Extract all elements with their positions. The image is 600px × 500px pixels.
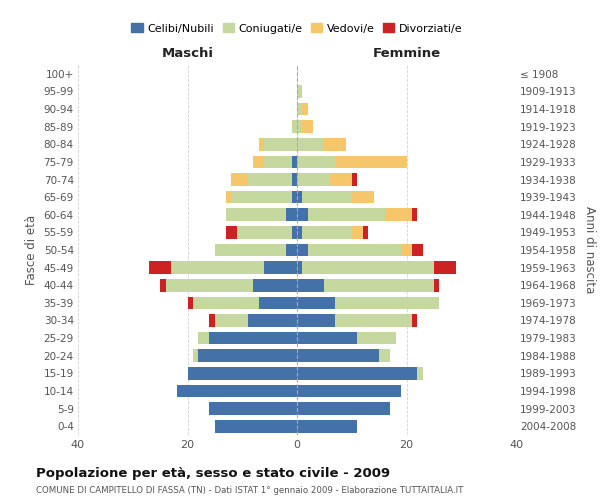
Bar <box>401 244 412 256</box>
Bar <box>352 173 357 186</box>
Bar <box>187 367 297 380</box>
Bar <box>308 244 401 256</box>
Bar <box>297 208 308 221</box>
Bar <box>231 191 292 203</box>
Bar <box>226 191 232 203</box>
Bar <box>418 367 423 380</box>
Bar <box>330 173 352 186</box>
Bar <box>209 314 215 327</box>
Bar <box>226 226 237 238</box>
Y-axis label: Fasce di età: Fasce di età <box>25 215 38 285</box>
Bar <box>199 350 297 362</box>
Legend: Celibi/Nubili, Coniugati/e, Vedovi/e, Divorziati/e: Celibi/Nubili, Coniugati/e, Vedovi/e, Di… <box>127 19 467 38</box>
Bar <box>232 173 248 186</box>
Bar <box>264 138 297 150</box>
Bar <box>264 156 292 168</box>
Bar <box>215 314 248 327</box>
Text: COMUNE DI CAMPITELLO DI FASSA (TN) - Dati ISTAT 1° gennaio 2009 - Elaborazione T: COMUNE DI CAMPITELLO DI FASSA (TN) - Dat… <box>36 486 463 495</box>
Bar <box>385 208 412 221</box>
Bar <box>302 191 352 203</box>
Bar <box>325 138 346 150</box>
Bar <box>325 279 434 291</box>
Bar <box>237 226 292 238</box>
Bar <box>357 332 395 344</box>
Bar <box>171 262 264 274</box>
Bar <box>297 85 302 98</box>
Bar <box>226 208 286 221</box>
Bar <box>297 350 379 362</box>
Bar <box>352 226 362 238</box>
Bar <box>297 226 302 238</box>
Bar <box>187 296 193 309</box>
Bar <box>215 244 286 256</box>
Bar <box>297 402 390 415</box>
Bar <box>302 262 434 274</box>
Bar <box>292 173 297 186</box>
Bar <box>160 279 166 291</box>
Bar <box>209 402 297 415</box>
Bar <box>362 226 368 238</box>
Bar <box>297 102 302 116</box>
Bar <box>412 244 423 256</box>
Bar <box>297 156 335 168</box>
Y-axis label: Anni di nascita: Anni di nascita <box>583 206 596 294</box>
Bar <box>297 173 330 186</box>
Bar <box>412 314 418 327</box>
Bar <box>297 120 302 133</box>
Text: Popolazione per età, sesso e stato civile - 2009: Popolazione per età, sesso e stato civil… <box>36 468 390 480</box>
Bar <box>434 279 439 291</box>
Bar <box>335 156 407 168</box>
Bar <box>292 191 297 203</box>
Bar <box>253 156 264 168</box>
Bar <box>297 367 418 380</box>
Bar <box>193 296 259 309</box>
Bar <box>209 332 297 344</box>
Bar <box>259 296 297 309</box>
Bar <box>379 350 390 362</box>
Bar <box>286 244 297 256</box>
Bar <box>335 296 439 309</box>
Bar <box>308 208 385 221</box>
Bar <box>335 314 412 327</box>
Bar <box>264 262 297 274</box>
Bar <box>166 279 253 291</box>
Bar <box>412 208 418 221</box>
Bar <box>253 279 297 291</box>
Bar <box>297 244 308 256</box>
Bar <box>199 332 209 344</box>
Bar <box>297 420 357 432</box>
Bar <box>259 138 264 150</box>
Bar <box>302 120 313 133</box>
Bar <box>292 156 297 168</box>
Bar <box>434 262 456 274</box>
Bar <box>149 262 171 274</box>
Bar <box>302 102 308 116</box>
Bar <box>297 138 325 150</box>
Text: Femmine: Femmine <box>373 46 440 60</box>
Bar <box>297 384 401 398</box>
Bar <box>297 262 302 274</box>
Bar <box>297 296 335 309</box>
Bar <box>302 226 352 238</box>
Bar <box>248 314 297 327</box>
Bar <box>292 226 297 238</box>
Bar <box>292 120 297 133</box>
Bar <box>176 384 297 398</box>
Bar <box>215 420 297 432</box>
Text: Maschi: Maschi <box>161 46 214 60</box>
Bar <box>297 191 302 203</box>
Bar <box>248 173 292 186</box>
Bar <box>297 314 335 327</box>
Bar <box>193 350 199 362</box>
Bar <box>352 191 374 203</box>
Bar <box>297 332 357 344</box>
Bar <box>297 279 325 291</box>
Bar <box>286 208 297 221</box>
